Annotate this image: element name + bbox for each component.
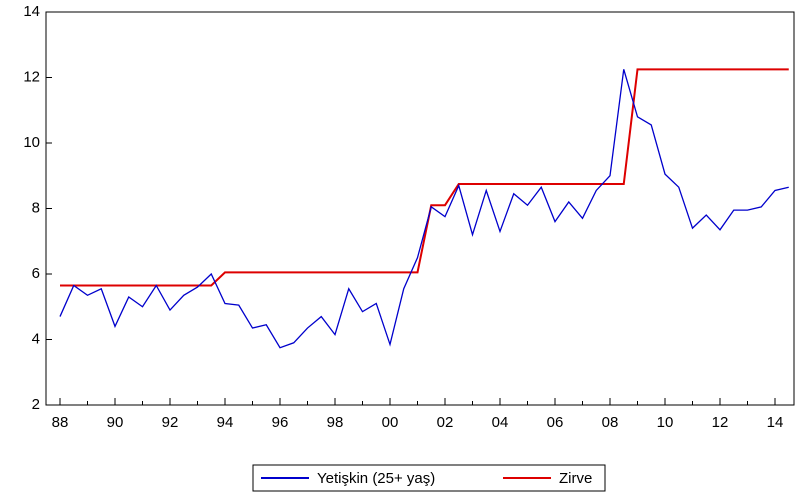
x-tick-label: 14 bbox=[767, 414, 784, 431]
series-line bbox=[59, 69, 789, 349]
y-tick-label: 14 bbox=[23, 3, 40, 20]
y-tick-label: 4 bbox=[32, 330, 40, 347]
x-tick-label: 10 bbox=[657, 414, 674, 431]
x-tick-label: 06 bbox=[547, 414, 564, 431]
plot-frame bbox=[45, 11, 795, 406]
legend-label: Yetişkin (25+ yaş) bbox=[317, 470, 435, 487]
legend-label: Zirve bbox=[559, 470, 592, 487]
x-tick-label: 04 bbox=[492, 414, 509, 431]
y-tick-label: 10 bbox=[23, 134, 40, 151]
y-tick-label: 2 bbox=[32, 396, 40, 413]
y-tick-label: 8 bbox=[32, 199, 40, 216]
x-tick-label: 94 bbox=[217, 414, 234, 431]
x-tick-label: 12 bbox=[712, 414, 729, 431]
x-tick-label: 98 bbox=[327, 414, 344, 431]
y-tick-label: 12 bbox=[23, 68, 40, 85]
x-tick-label: 00 bbox=[382, 414, 399, 431]
series-line bbox=[60, 68, 789, 287]
x-tick-label: 90 bbox=[107, 414, 124, 431]
y-tick-label: 6 bbox=[32, 265, 40, 282]
x-tick-label: 92 bbox=[162, 414, 179, 431]
x-tick-label: 02 bbox=[437, 414, 454, 431]
x-tick-label: 96 bbox=[272, 414, 289, 431]
x-tick-label: 88 bbox=[52, 414, 69, 431]
x-tick-label: 08 bbox=[602, 414, 619, 431]
